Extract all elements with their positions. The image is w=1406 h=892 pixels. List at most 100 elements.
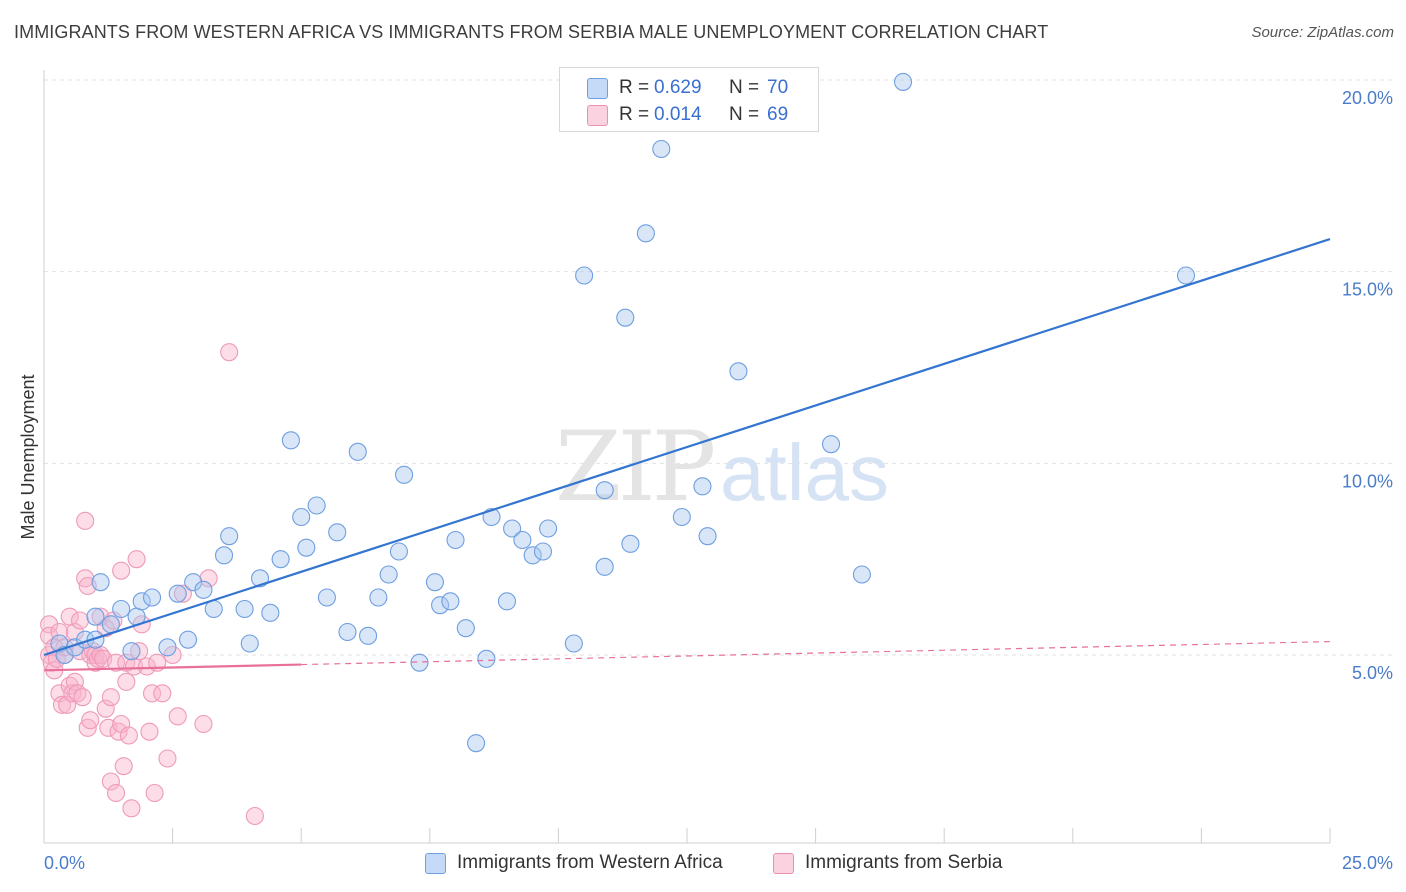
data-point-serbia [168,707,187,726]
legend-n-label: N = [729,77,760,98]
data-point-serbia [70,611,90,630]
data-point-serbia [81,711,100,730]
trend-line-serbia-extension [301,640,1331,666]
data-point-western-africa [297,538,316,557]
bottom-legend-label: Immigrants from Serbia [805,852,1003,873]
data-point-western-africa [503,519,522,538]
watermark-zip: ZIP [555,411,714,523]
data-point-serbia [153,684,172,703]
data-point-western-africa [456,619,475,638]
data-point-western-africa [369,588,388,607]
data-point-western-africa [184,573,203,592]
data-point-serbia [40,626,59,645]
data-point-serbia [63,684,82,703]
data-point-western-africa [693,477,712,496]
data-point-western-africa [338,622,357,642]
data-point-serbia [122,799,141,818]
data-point-western-africa [220,527,239,546]
data-point-western-africa [446,530,465,550]
data-point-western-africa [271,550,290,569]
data-point-serbia [117,672,136,691]
data-point-western-africa [467,734,486,753]
data-point-serbia [119,726,138,745]
data-point-western-africa [636,224,655,243]
series-serbia [40,343,264,826]
y-tick-label: 5.0% [1352,663,1393,683]
x-tick-labels: 0.0% 25.0% [44,853,1393,873]
x-ticks [43,828,1331,843]
x-tick-label: 25.0% [1342,853,1393,873]
legend-row-western-africa: R = 0.629 N = 70 [560,74,818,102]
legend-n-label: N = [729,104,760,125]
data-point-western-africa [852,565,871,584]
data-point-western-africa [595,557,614,576]
data-point-serbia [158,749,177,768]
legend-n-value: 70 [767,77,789,98]
data-point-western-africa [395,465,414,484]
data-point-western-africa [281,431,300,450]
data-point-western-africa [729,362,748,381]
data-point-western-africa [132,592,151,611]
trend-lines [43,238,1331,672]
data-point-serbia [52,695,72,714]
data-point-western-africa [240,634,259,653]
data-point-serbia [173,584,192,603]
data-point-western-africa [595,481,614,500]
x-tick-label: 0.0% [44,853,85,873]
data-point-western-africa [575,266,594,285]
data-point-western-africa [194,580,213,599]
legend-swatch-western-africa [587,78,608,99]
data-point-western-africa [359,626,378,645]
data-point-western-africa [317,588,336,607]
watermark-atlas: atlas [720,428,889,517]
data-point-serbia [112,561,131,580]
y-tick-labels: 5.0% 10.0% 15.0% 20.0% [1342,88,1393,683]
y-tick-label: 20.0% [1342,88,1393,108]
data-point-western-africa [616,308,635,327]
data-point-serbia [127,550,146,569]
data-point-western-africa [292,507,311,527]
trend-line-western-africa [43,238,1331,657]
data-point-serbia [145,783,164,803]
legend-r-label: R = [619,77,650,98]
data-point-western-africa [328,523,347,542]
data-point-western-africa [261,603,280,622]
y-axis-label: Male Unemployment [18,374,38,539]
data-point-western-africa [425,573,444,592]
data-point-serbia [142,684,162,703]
chart-title: IMMIGRANTS FROM WESTERN AFRICA VS IMMIGR… [14,22,1049,42]
data-point-serbia [106,653,126,672]
bottom-legend-label: Immigrants from Western Africa [457,852,723,873]
legend-row-serbia: R = 0.014 N = 69 [560,101,818,129]
data-point-western-africa [477,649,496,668]
data-point-serbia [245,806,264,826]
data-point-serbia [73,688,92,707]
data-point-western-africa [307,496,326,515]
legend: R = 0.629 N = 70 R = 0.014 N = 69 [559,67,819,132]
data-point-western-africa [1176,266,1196,285]
legend-r-value: 0.014 [654,104,702,125]
y-tick-label: 15.0% [1342,280,1393,300]
data-point-serbia [96,699,115,718]
data-point-western-africa [821,435,841,454]
data-point-western-africa [389,542,408,561]
data-point-western-africa [513,530,532,550]
data-point-western-africa [621,534,640,553]
trend-line-serbia [43,663,302,672]
data-point-western-africa [348,442,367,461]
legend-r-label: R = [619,104,650,125]
data-point-western-africa [652,139,671,159]
data-point-serbia [114,757,133,776]
data-point-serbia [130,642,149,661]
data-point-western-africa [672,507,691,527]
y-tick-label: 10.0% [1342,471,1393,491]
data-point-western-africa [523,546,542,565]
data-point-western-africa [101,615,120,634]
data-point-western-africa [441,592,460,611]
data-point-western-africa [564,634,583,653]
data-point-western-africa [112,599,131,619]
data-point-western-africa [497,592,517,611]
data-point-western-africa [142,588,162,607]
source-credit: Source: ZipAtlas.com [1251,24,1394,41]
legend-swatch-serbia [587,105,608,126]
